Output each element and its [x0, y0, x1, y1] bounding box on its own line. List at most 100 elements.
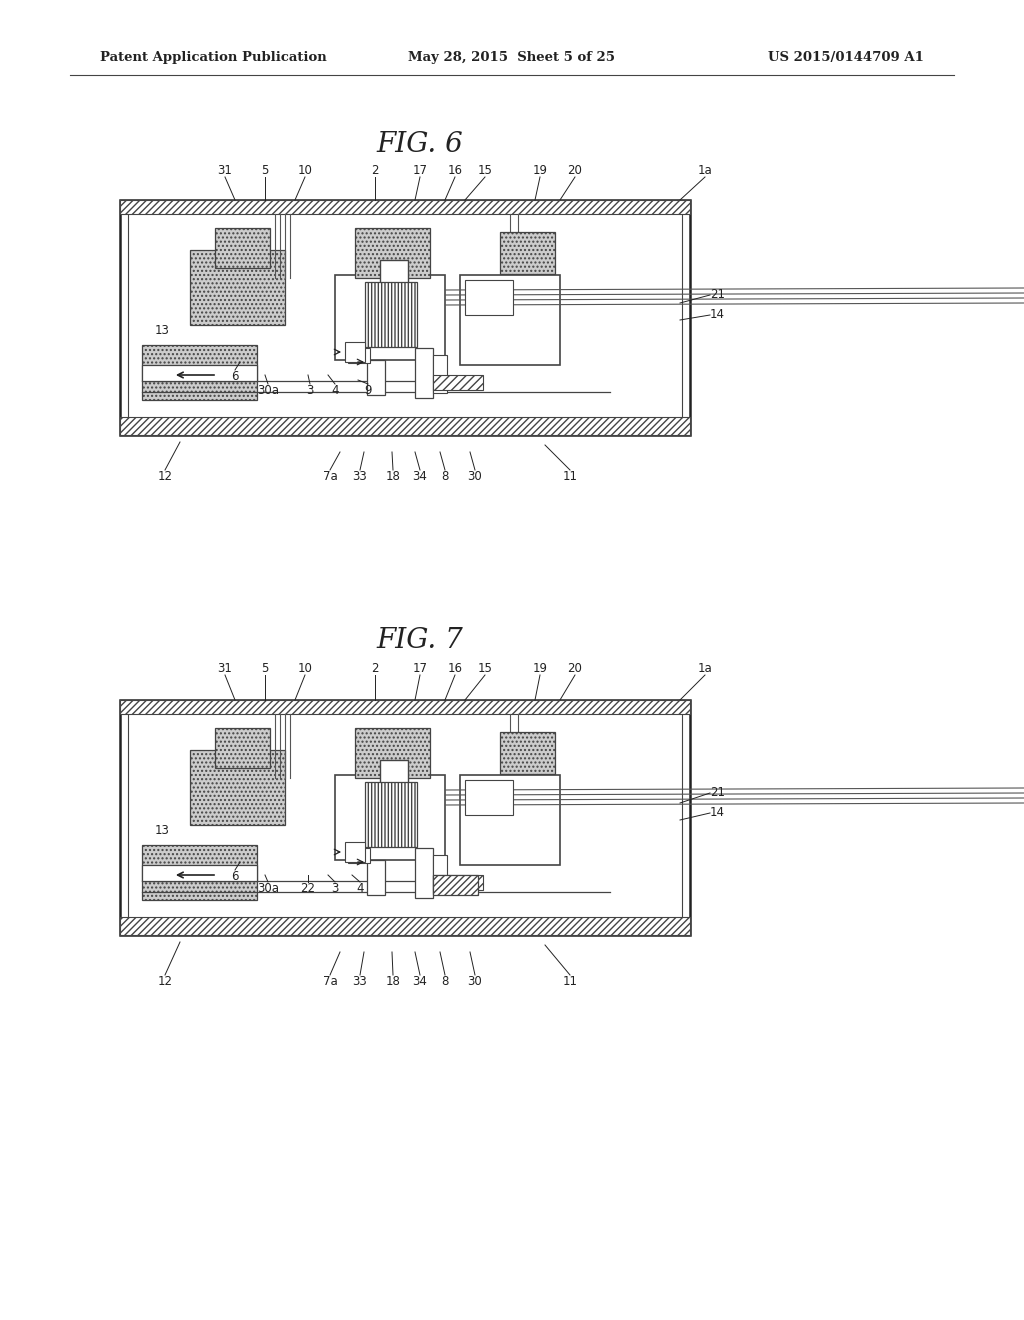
- Text: 20: 20: [567, 663, 583, 675]
- Bar: [433, 875, 478, 895]
- Text: 17: 17: [413, 164, 427, 177]
- Bar: [460, 275, 560, 366]
- Bar: [142, 345, 257, 400]
- Bar: [500, 733, 555, 774]
- Text: 18: 18: [386, 470, 400, 483]
- Bar: [128, 708, 682, 927]
- Text: 15: 15: [477, 663, 493, 675]
- Text: 33: 33: [352, 470, 368, 483]
- Text: 10: 10: [298, 663, 312, 675]
- Text: 30a: 30a: [257, 882, 279, 895]
- Bar: [365, 282, 417, 347]
- Text: 7a: 7a: [323, 975, 337, 987]
- Text: 21: 21: [710, 787, 725, 800]
- Bar: [142, 366, 257, 381]
- Text: 13: 13: [155, 824, 170, 837]
- Text: 12: 12: [158, 975, 172, 987]
- Bar: [190, 750, 285, 825]
- Bar: [367, 360, 385, 395]
- Bar: [415, 348, 433, 399]
- Text: 16: 16: [447, 663, 463, 675]
- Text: 30: 30: [468, 470, 482, 483]
- Bar: [142, 865, 257, 880]
- Bar: [215, 228, 270, 268]
- Text: 34: 34: [413, 470, 427, 483]
- Bar: [465, 280, 513, 315]
- Text: 9: 9: [365, 384, 372, 397]
- Bar: [120, 700, 690, 714]
- Bar: [215, 729, 270, 768]
- Text: 1a: 1a: [697, 663, 713, 675]
- Text: 22: 22: [300, 882, 315, 895]
- Text: FIG. 6: FIG. 6: [377, 132, 464, 158]
- Text: 4: 4: [356, 882, 364, 895]
- Text: 5: 5: [261, 663, 268, 675]
- Bar: [190, 249, 285, 325]
- Bar: [460, 775, 560, 865]
- Text: 13: 13: [155, 323, 170, 337]
- Bar: [120, 917, 690, 935]
- Text: 33: 33: [352, 975, 368, 987]
- Bar: [335, 275, 445, 360]
- Text: 14: 14: [710, 807, 725, 820]
- Text: 20: 20: [567, 164, 583, 177]
- Text: 16: 16: [447, 164, 463, 177]
- Bar: [433, 855, 447, 894]
- Text: 19: 19: [532, 663, 548, 675]
- Text: 12: 12: [158, 470, 172, 483]
- Bar: [365, 781, 417, 847]
- Bar: [355, 729, 430, 777]
- Text: 31: 31: [217, 164, 232, 177]
- Bar: [142, 845, 257, 900]
- Text: 4: 4: [331, 384, 339, 397]
- Text: 30: 30: [468, 975, 482, 987]
- Text: 2: 2: [372, 164, 379, 177]
- Text: 19: 19: [532, 164, 548, 177]
- Text: 30a: 30a: [257, 384, 279, 397]
- Bar: [433, 355, 447, 393]
- Text: US 2015/0144709 A1: US 2015/0144709 A1: [768, 51, 924, 65]
- Text: 6: 6: [231, 370, 239, 383]
- Bar: [433, 375, 483, 389]
- Text: 3: 3: [332, 882, 339, 895]
- Text: 11: 11: [562, 975, 578, 987]
- Bar: [120, 417, 690, 436]
- Bar: [120, 700, 690, 935]
- Text: 3: 3: [306, 384, 313, 397]
- Bar: [348, 847, 370, 863]
- Bar: [465, 780, 513, 814]
- Bar: [380, 260, 408, 310]
- Bar: [120, 201, 690, 214]
- Text: 21: 21: [710, 289, 725, 301]
- Text: 34: 34: [413, 975, 427, 987]
- Bar: [335, 775, 445, 861]
- Text: 17: 17: [413, 663, 427, 675]
- Bar: [128, 209, 682, 426]
- Text: FIG. 7: FIG. 7: [377, 627, 464, 653]
- Bar: [120, 201, 690, 436]
- Text: 2: 2: [372, 663, 379, 675]
- Text: 8: 8: [441, 975, 449, 987]
- Text: 18: 18: [386, 975, 400, 987]
- Text: May 28, 2015  Sheet 5 of 25: May 28, 2015 Sheet 5 of 25: [409, 51, 615, 65]
- Bar: [345, 342, 365, 362]
- Text: 6: 6: [231, 870, 239, 883]
- Bar: [348, 348, 370, 363]
- Text: 5: 5: [261, 164, 268, 177]
- Text: 10: 10: [298, 164, 312, 177]
- Bar: [367, 861, 385, 895]
- Bar: [345, 842, 365, 862]
- Bar: [355, 228, 430, 279]
- Bar: [415, 847, 433, 898]
- Bar: [433, 875, 483, 890]
- Bar: [380, 760, 408, 810]
- Text: 8: 8: [441, 470, 449, 483]
- Text: 7a: 7a: [323, 470, 337, 483]
- Text: Patent Application Publication: Patent Application Publication: [100, 51, 327, 65]
- Text: 31: 31: [217, 663, 232, 675]
- Text: 1a: 1a: [697, 164, 713, 177]
- Text: 14: 14: [710, 309, 725, 322]
- Bar: [500, 232, 555, 275]
- Text: 15: 15: [477, 164, 493, 177]
- Text: 11: 11: [562, 470, 578, 483]
